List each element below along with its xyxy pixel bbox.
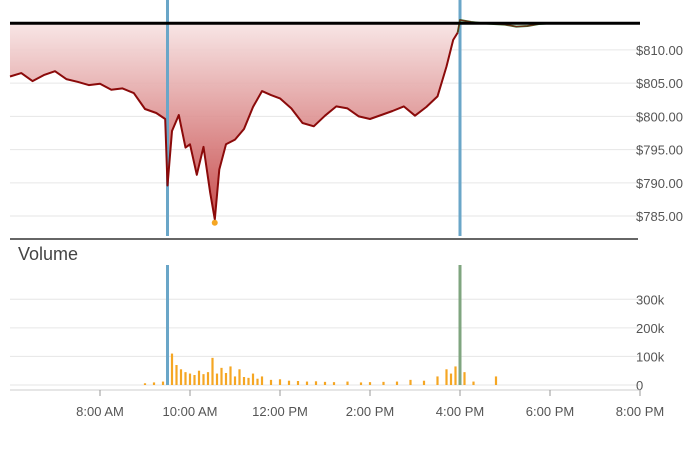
time-tick-label: 6:00 PM [526, 404, 574, 419]
volume-panel: Volume 0 100k 200k 300k [10, 244, 665, 393]
time-tick-label: 2:00 PM [346, 404, 394, 419]
price-line [9, 32, 459, 221]
volume-bar [143, 383, 147, 385]
volume-bar [229, 366, 232, 385]
volume-bar [184, 372, 187, 385]
volume-bar [445, 369, 448, 385]
volume-bar [238, 369, 241, 385]
time-tick-label: 12:00 PM [252, 404, 308, 419]
time-axis: 8:00 AM 10:00 AM 12:00 PM 2:00 PM 4:00 PM 6:0… [76, 390, 664, 419]
volume-bar [472, 381, 475, 385]
volume-bar [278, 379, 282, 385]
price-tick-label: $795.00 [636, 143, 683, 158]
volume-bar [323, 381, 327, 385]
volume-bar [359, 382, 363, 385]
volume-bar [202, 374, 205, 385]
volume-bar [251, 373, 255, 385]
volume-bar [368, 382, 372, 385]
volume-bar [305, 381, 309, 385]
price-tick-label: $800.00 [636, 109, 683, 124]
volume-bar [269, 379, 273, 385]
price-tick-label: $790.00 [636, 176, 683, 191]
volume-bar [247, 377, 250, 385]
volume-tick-label: 300k [636, 292, 665, 307]
volume-bar [494, 376, 498, 385]
volume-bar [296, 381, 300, 385]
time-tick-label: 4:00 PM [436, 404, 484, 419]
price-axis: $810.00 $805.00 $800.00 $795.00 $790.00 $785.… [636, 43, 683, 224]
volume-bar [287, 380, 291, 385]
volume-bar [161, 381, 165, 385]
time-tick-label: 8:00 PM [616, 404, 664, 419]
volume-bar [193, 375, 196, 385]
volume-bar [220, 367, 223, 385]
volume-bar [224, 373, 228, 385]
volume-bar [395, 381, 399, 385]
volume-bar [454, 366, 457, 385]
price-tick-label: $805.00 [636, 76, 683, 91]
price-tick-label: $785.00 [636, 209, 683, 224]
volume-axis: 0 100k 200k 300k [636, 292, 665, 393]
volume-bar [382, 381, 385, 385]
volume-tick-label: 200k [636, 321, 665, 336]
price-panel: $810.00 $805.00 $800.00 $795.00 $790.00 $785.… [9, 0, 683, 236]
time-tick-label: 8:00 AM [76, 404, 124, 419]
volume-bar [242, 377, 246, 385]
volume-bar [179, 369, 183, 385]
time-tick-label: 10:00 AM [163, 404, 218, 419]
price-area [10, 23, 458, 220]
volume-bar [346, 381, 349, 385]
volume-bar [166, 265, 169, 385]
volume-tick-label: 100k [636, 349, 665, 364]
volume-bars [143, 265, 498, 385]
volume-bar [422, 380, 426, 385]
volume-bar [175, 365, 178, 385]
volume-bar [215, 373, 219, 385]
volume-bar [211, 357, 214, 385]
volume-bar [409, 379, 412, 385]
volume-bar [463, 372, 466, 385]
volume-bar [152, 382, 156, 385]
volume-bar [170, 353, 174, 385]
price-tick-label: $810.00 [636, 43, 683, 58]
volume-bar [206, 372, 210, 385]
volume-grid [10, 298, 640, 386]
volume-bar [314, 381, 318, 385]
volume-bar [197, 370, 201, 385]
volume-bar [332, 382, 336, 385]
volume-bar [449, 373, 453, 385]
volume-bar [458, 265, 462, 385]
volume-bar [188, 373, 192, 385]
volume-bar [436, 376, 439, 385]
day-low-marker [211, 219, 218, 226]
volume-title: Volume [18, 244, 78, 264]
volume-bar [256, 378, 259, 385]
volume-tick-label: 0 [636, 378, 643, 393]
volume-bar [260, 376, 264, 385]
volume-bar [233, 376, 237, 385]
